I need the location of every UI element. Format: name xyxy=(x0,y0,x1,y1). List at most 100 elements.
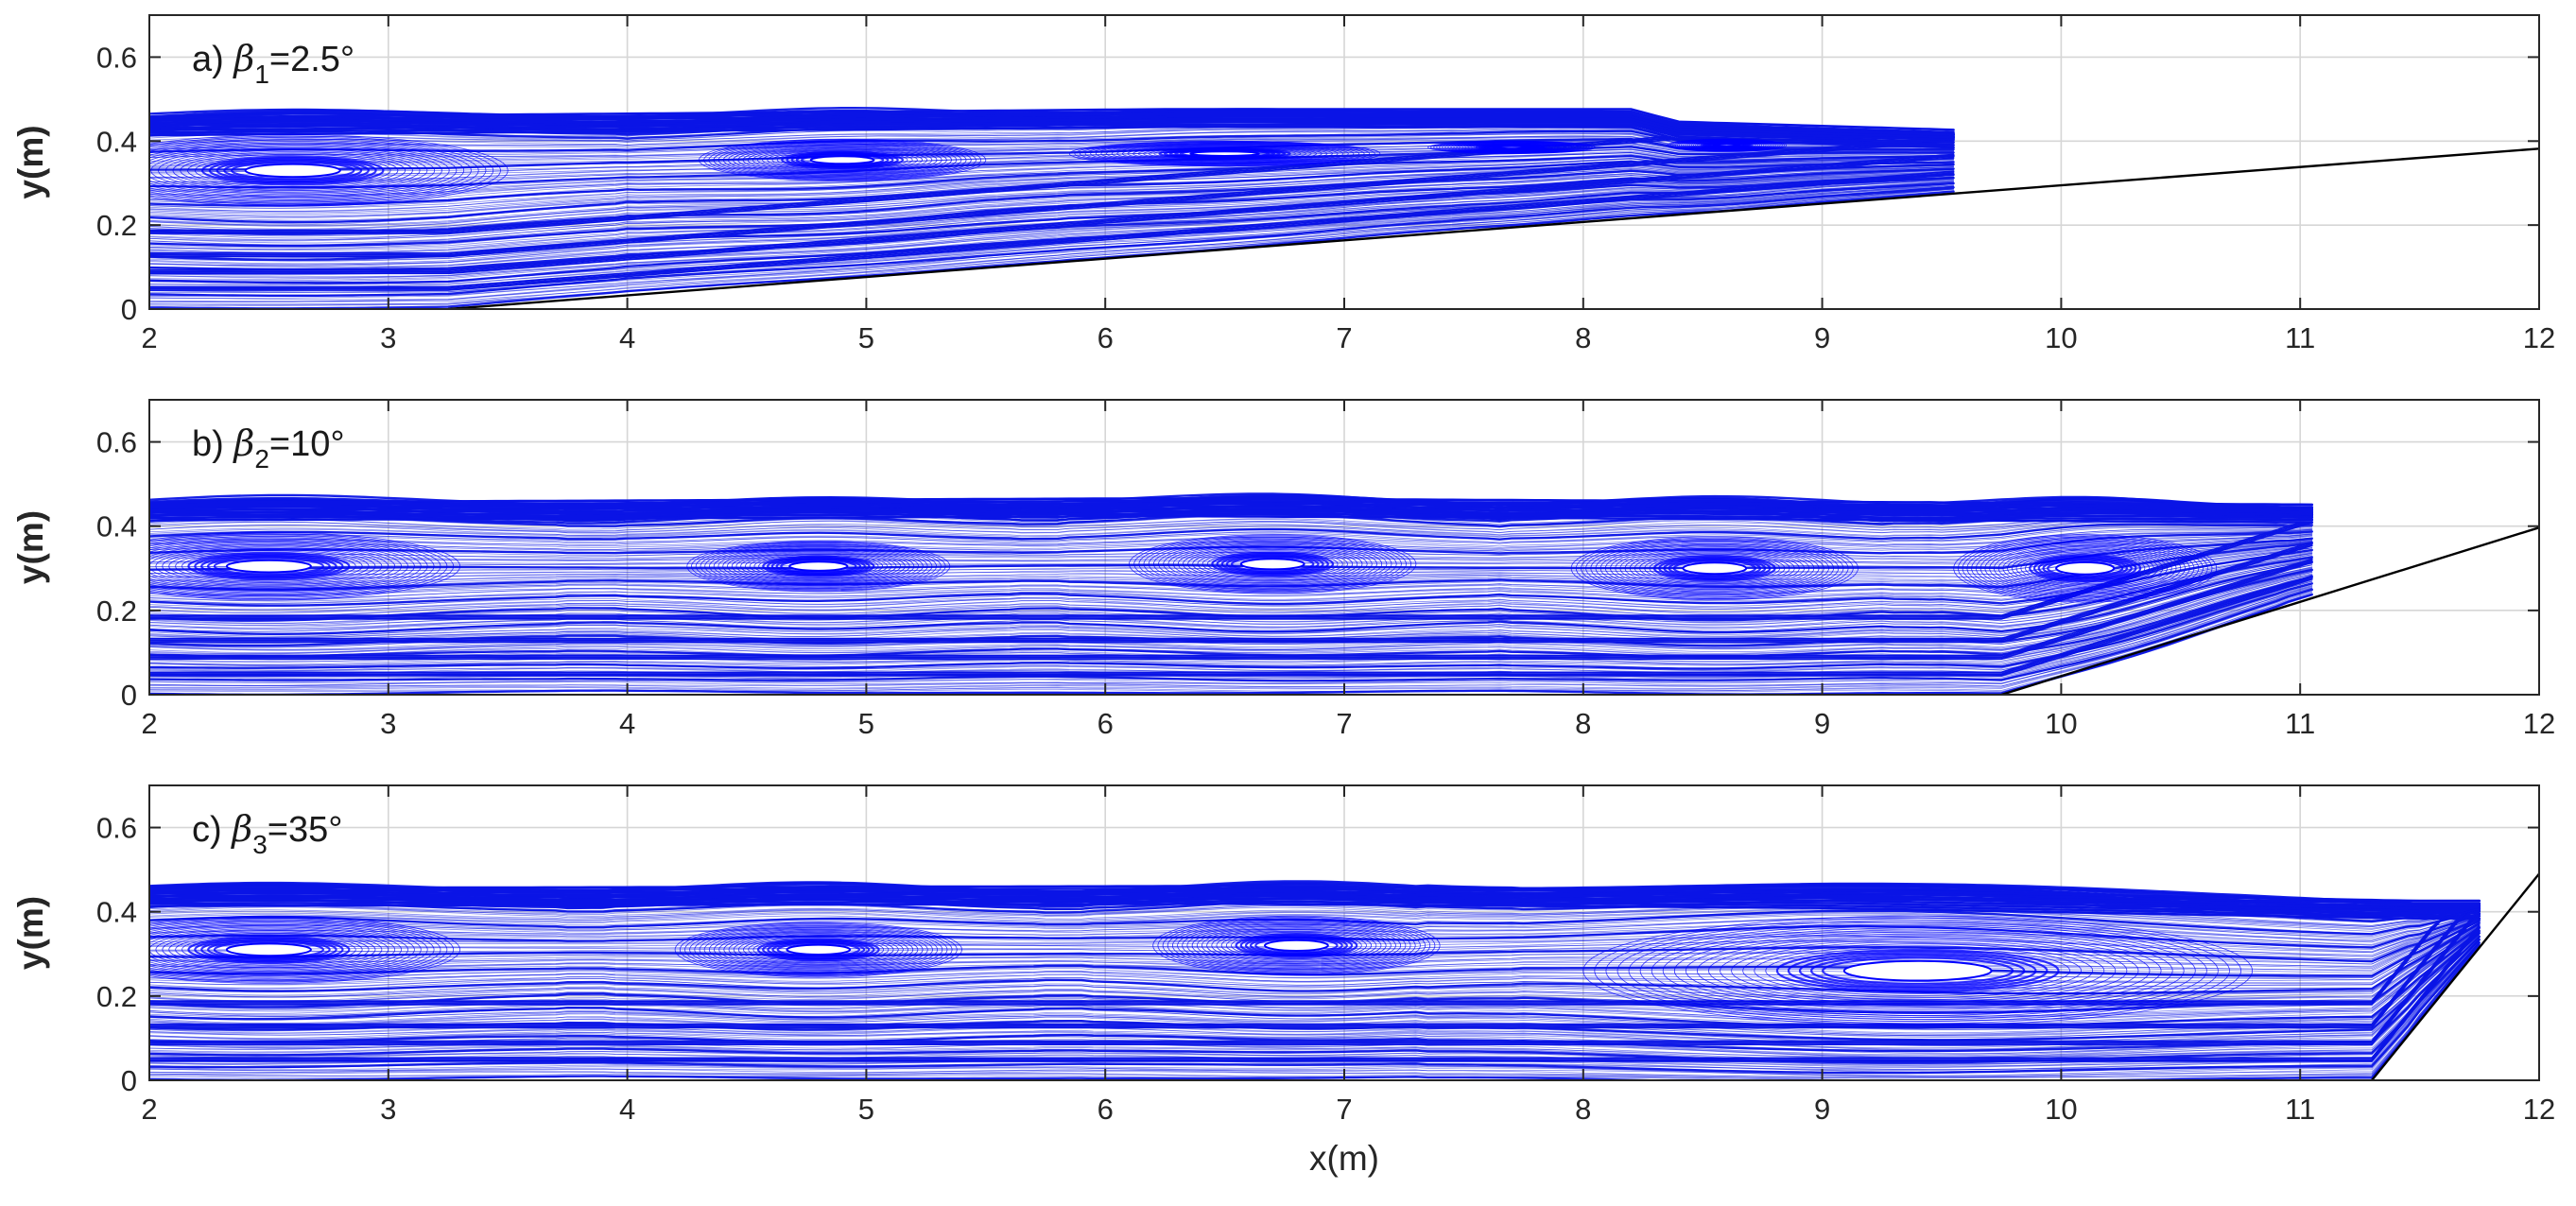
eddy-core xyxy=(1189,150,1260,158)
eddy-loop xyxy=(753,554,884,578)
surface-band xyxy=(149,499,2314,508)
x-tick-label: 9 xyxy=(1814,321,1830,354)
streamline xyxy=(149,942,2481,1080)
streamline xyxy=(149,939,2481,1061)
streamline xyxy=(149,931,2481,1041)
bed-band xyxy=(149,560,2313,659)
eddy-core xyxy=(1264,939,1329,953)
streamline xyxy=(149,941,2481,1077)
x-tick-label: 11 xyxy=(2285,1093,2315,1126)
eddy-loop xyxy=(2025,553,2146,583)
streamline xyxy=(149,589,2313,684)
bed-band xyxy=(149,925,2481,1061)
eddy-loop xyxy=(1809,955,2026,987)
streamline xyxy=(149,164,1954,232)
streamline xyxy=(149,164,1954,233)
eddy-loop xyxy=(1731,941,2105,1001)
eddy-loop xyxy=(1090,142,1359,165)
bed-band xyxy=(149,907,2481,1029)
eddy-loop xyxy=(149,535,441,597)
beta-symbol: β xyxy=(232,422,254,464)
eddy xyxy=(1953,534,2218,603)
eddy-loop xyxy=(149,538,428,594)
streamline xyxy=(149,154,1955,207)
eddy-loop xyxy=(1111,144,1339,164)
surface-band xyxy=(149,502,2314,511)
bed-band xyxy=(149,909,2481,1044)
streamline xyxy=(149,911,2481,937)
bed-band xyxy=(149,924,2481,1060)
y-tick-label: 0 xyxy=(121,293,137,326)
x-tick-label: 10 xyxy=(2045,321,2077,354)
streamline xyxy=(149,578,2313,666)
streamline xyxy=(149,931,2481,1036)
eddy-loop xyxy=(1652,555,1776,582)
eddy-loop xyxy=(703,139,981,181)
eddy-loop xyxy=(1619,547,1810,589)
x-tick-label: 7 xyxy=(1336,321,1352,354)
eddy-loop xyxy=(1708,937,2128,1005)
surface-band xyxy=(149,889,2481,907)
eddy xyxy=(149,915,460,984)
eddy-loop xyxy=(1133,535,1412,594)
eddy-loop xyxy=(1138,536,1407,593)
bed-band xyxy=(149,153,1955,271)
eddy-loop xyxy=(1196,925,1396,966)
bed-band xyxy=(149,140,1955,256)
bed-band xyxy=(149,140,1955,254)
panel-label: a) β1=2.5° xyxy=(192,38,354,89)
eddy xyxy=(1666,138,1788,152)
slope-line xyxy=(2000,526,2539,695)
eddy xyxy=(686,540,951,593)
streamline xyxy=(149,594,2313,690)
eddy-loop xyxy=(149,915,460,984)
x-tick-label: 8 xyxy=(1575,1093,1591,1126)
streamline xyxy=(149,921,2481,976)
bed-band xyxy=(149,173,1955,291)
eddy-core xyxy=(1239,558,1305,571)
surface-band xyxy=(149,120,1955,144)
eddy-loop xyxy=(149,537,435,595)
eddy-loop xyxy=(708,928,928,971)
eddy-loop xyxy=(180,152,406,189)
eddy-loop xyxy=(149,544,396,589)
y-tick-label: 0.6 xyxy=(96,426,137,459)
x-tick-label: 5 xyxy=(858,1093,874,1126)
x-tick-label: 5 xyxy=(858,707,874,740)
eddy-loop xyxy=(1152,915,1441,976)
eddy-loop xyxy=(752,146,933,174)
eddy-loop xyxy=(1157,916,1436,974)
eddy-loop xyxy=(713,141,972,180)
eddy xyxy=(1129,534,1417,594)
streamline xyxy=(149,547,2313,604)
eddy-loop xyxy=(175,934,363,966)
y-tick-label: 0.4 xyxy=(96,510,137,543)
eddy-loop xyxy=(735,550,902,582)
eddy-loop xyxy=(1599,543,1829,594)
eddy-loop xyxy=(1639,552,1790,585)
beta-value: =35° xyxy=(268,810,343,850)
eddy-loop xyxy=(231,161,355,181)
eddy-loop xyxy=(200,155,385,185)
streamline xyxy=(149,518,2313,532)
eddy-loop xyxy=(728,932,909,967)
streamline xyxy=(149,923,2481,992)
streamline xyxy=(149,938,2481,1059)
surface-band xyxy=(149,511,2314,522)
eddy-loop xyxy=(1673,931,2162,1010)
eddy-core xyxy=(1682,561,1748,576)
eddy-loop xyxy=(1975,540,2195,596)
eddy-loop xyxy=(684,923,953,976)
panel-label: b) β2=10° xyxy=(192,422,345,474)
eddy-loop xyxy=(194,553,344,579)
eddy-loop xyxy=(686,540,951,593)
streamline xyxy=(149,574,2313,655)
eddy-core xyxy=(1712,143,1741,147)
streamline xyxy=(149,576,2314,658)
eddy-loop xyxy=(744,552,892,580)
eddy-loop xyxy=(722,142,962,178)
streamline xyxy=(149,516,2313,530)
eddy-loop xyxy=(1590,541,1840,596)
streamline xyxy=(149,150,1954,197)
eddy-loop xyxy=(194,155,391,186)
